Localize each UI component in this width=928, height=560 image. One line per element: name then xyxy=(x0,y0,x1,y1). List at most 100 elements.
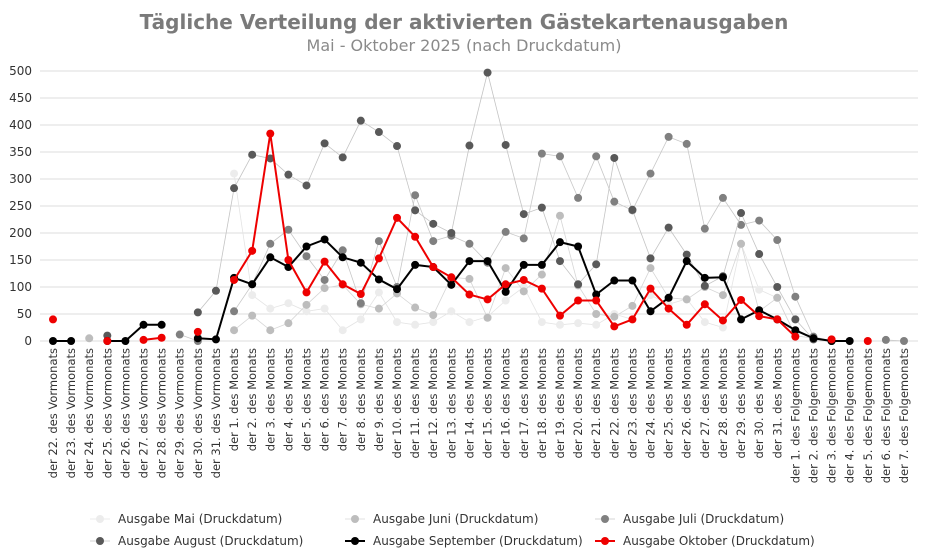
data-point xyxy=(465,318,474,327)
data-point xyxy=(393,318,402,327)
data-point xyxy=(157,333,166,342)
y-tick-label: 150 xyxy=(9,253,32,267)
data-point xyxy=(284,319,293,328)
x-tick-label: der 3. des Monats xyxy=(263,348,277,451)
data-point xyxy=(700,273,709,282)
x-tick-label: der 22. des Monats xyxy=(607,348,621,459)
x-tick-label: der 2. des Folgemonats xyxy=(806,348,820,483)
data-point xyxy=(175,330,184,339)
data-point xyxy=(465,141,474,150)
chart-subtitle: Mai - Oktober 2025 (nach Druckdatum) xyxy=(306,36,622,55)
data-point xyxy=(284,170,293,179)
series-line xyxy=(107,323,162,342)
x-tick-label: der 31. des Vormonats xyxy=(209,348,223,478)
data-point xyxy=(592,152,601,161)
data-point xyxy=(429,237,438,246)
data-point xyxy=(646,307,655,316)
x-tick-label: der 9. des Monats xyxy=(372,348,386,451)
data-point xyxy=(465,257,474,266)
x-tick-label: der 28. des Vormonats xyxy=(155,348,169,478)
data-point xyxy=(302,300,311,309)
y-tick-label: 0 xyxy=(24,334,32,348)
data-point xyxy=(230,326,239,335)
data-point xyxy=(628,301,637,310)
data-point xyxy=(610,197,619,206)
data-point xyxy=(266,326,275,335)
data-point xyxy=(519,210,528,219)
data-point xyxy=(411,260,420,269)
data-point xyxy=(230,275,239,284)
data-point xyxy=(411,320,420,329)
x-tick-label: der 30. des Monats xyxy=(752,348,766,459)
data-point xyxy=(230,307,239,316)
x-tick-label: der 24. des Vormonats xyxy=(82,348,96,478)
data-point xyxy=(755,250,764,259)
data-point xyxy=(501,140,510,149)
data-point xyxy=(718,323,727,332)
data-point xyxy=(610,276,619,285)
data-point xyxy=(537,149,546,158)
series-line xyxy=(233,136,832,342)
y-tick-label: 100 xyxy=(9,280,32,294)
data-point xyxy=(537,270,546,279)
data-point xyxy=(284,299,293,308)
x-tick-label: der 30. des Vormonats xyxy=(191,348,205,478)
legend-marker xyxy=(351,515,359,523)
x-tick-label: der 15. des Monats xyxy=(481,348,495,459)
x-tick-label: der 25. des Monats xyxy=(662,348,676,459)
x-tick-label: der 11. des Monats xyxy=(408,348,422,459)
data-point xyxy=(393,213,402,222)
data-point xyxy=(827,335,836,344)
x-tick-label: der 5. des Folgemonats xyxy=(861,348,875,483)
data-point xyxy=(574,242,583,251)
x-tick-label: der 26. des Monats xyxy=(680,348,694,459)
data-point xyxy=(49,315,57,324)
data-point xyxy=(610,153,619,162)
series-line xyxy=(197,72,832,342)
legend-label: Ausgabe Mai (Druckdatum) xyxy=(118,512,282,526)
data-point xyxy=(718,291,727,300)
legend-label: Ausgabe August (Druckdatum) xyxy=(118,534,303,548)
data-point xyxy=(447,229,456,237)
data-point xyxy=(284,256,293,264)
data-point xyxy=(429,318,438,327)
data-point xyxy=(248,280,257,289)
data-point xyxy=(700,318,709,327)
y-tick-label: 400 xyxy=(9,118,32,132)
data-point xyxy=(519,234,528,243)
x-tick-label: der 19. des Monats xyxy=(553,348,567,459)
data-point xyxy=(664,132,673,141)
data-point xyxy=(700,300,709,309)
data-point xyxy=(555,238,564,247)
data-point xyxy=(266,253,275,262)
data-point xyxy=(737,315,746,324)
data-point xyxy=(755,285,764,294)
x-tick-label: der 4. des Monats xyxy=(281,348,295,451)
x-tick-label: der 27. des Vormonats xyxy=(137,348,151,478)
data-point xyxy=(411,206,420,215)
x-tick-label: der 20. des Monats xyxy=(571,348,585,459)
data-point xyxy=(501,227,510,236)
data-point xyxy=(845,337,854,345)
x-tick-label: der 13. des Monats xyxy=(444,348,458,459)
data-point xyxy=(483,313,492,322)
y-tick-label: 200 xyxy=(9,226,32,240)
data-point xyxy=(610,322,619,331)
data-point xyxy=(211,286,220,295)
x-tick-label: der 24. des Monats xyxy=(644,348,658,459)
data-point xyxy=(809,334,818,343)
x-tick-label: der 25. des Vormonats xyxy=(100,348,114,478)
data-point xyxy=(266,154,275,163)
data-point xyxy=(773,315,782,324)
x-tick-label: der 7. des Monats xyxy=(336,348,350,451)
data-point xyxy=(537,260,546,269)
data-point xyxy=(465,274,474,283)
data-point xyxy=(718,273,727,282)
x-tick-label: der 5. des Monats xyxy=(299,348,313,451)
data-point xyxy=(718,193,727,202)
data-point xyxy=(555,211,564,220)
x-tick-label: der 7. des Folgemonats xyxy=(897,348,911,483)
data-point xyxy=(356,315,365,324)
data-point xyxy=(248,150,257,159)
data-point xyxy=(574,280,583,289)
